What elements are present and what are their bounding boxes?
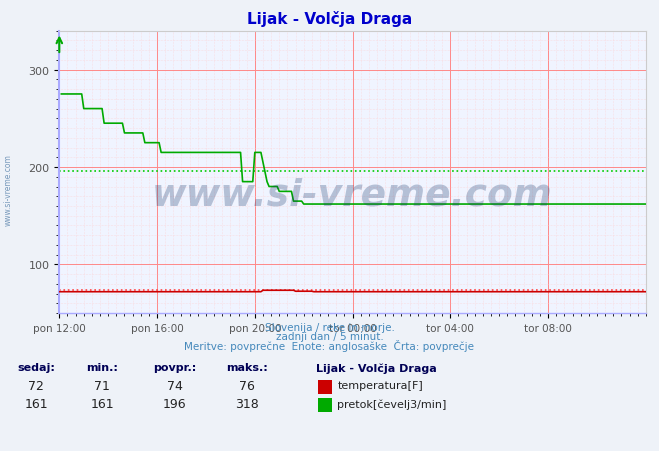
Text: maks.:: maks.: (226, 363, 268, 373)
Text: Meritve: povprečne  Enote: anglosaške  Črta: povprečje: Meritve: povprečne Enote: anglosaške Črt… (185, 339, 474, 351)
Text: 74: 74 (167, 379, 183, 392)
Text: 161: 161 (24, 397, 48, 410)
Text: temperatura[F]: temperatura[F] (337, 381, 423, 391)
Text: 71: 71 (94, 379, 110, 392)
Text: 72: 72 (28, 379, 44, 392)
Text: www.si-vreme.com: www.si-vreme.com (152, 177, 553, 213)
Text: min.:: min.: (86, 363, 118, 373)
Text: 161: 161 (90, 397, 114, 410)
Text: zadnji dan / 5 minut.: zadnji dan / 5 minut. (275, 331, 384, 341)
Text: Lijak - Volčja Draga: Lijak - Volčja Draga (316, 362, 437, 373)
Text: 76: 76 (239, 379, 255, 392)
Text: povpr.:: povpr.: (153, 363, 196, 373)
Text: Slovenija / reke in morje.: Slovenija / reke in morje. (264, 322, 395, 332)
Text: sedaj:: sedaj: (17, 363, 55, 373)
Text: Lijak - Volčja Draga: Lijak - Volčja Draga (247, 11, 412, 27)
Text: 318: 318 (235, 397, 259, 410)
Text: 196: 196 (163, 397, 186, 410)
Text: www.si-vreme.com: www.si-vreme.com (3, 153, 13, 226)
Text: pretok[čevelj3/min]: pretok[čevelj3/min] (337, 398, 447, 409)
